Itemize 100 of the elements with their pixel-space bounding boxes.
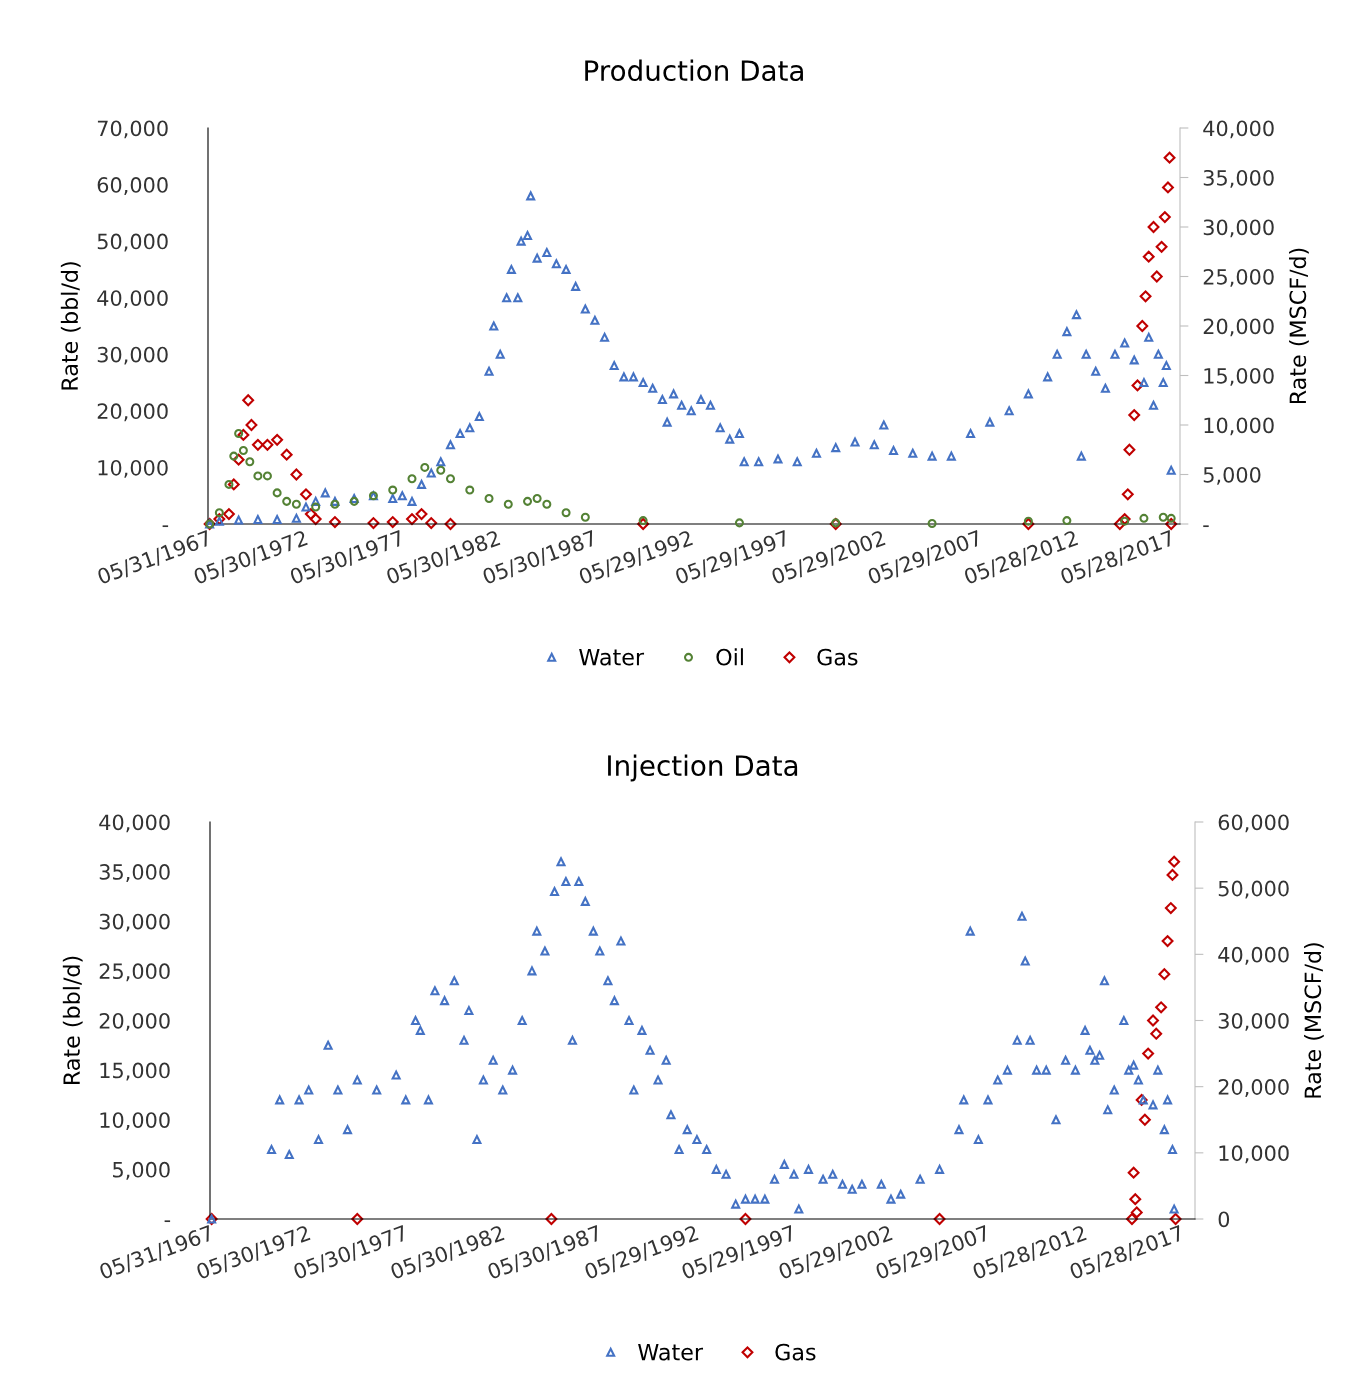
y2-tick-label: 60,000 <box>1218 814 1289 833</box>
point <box>1150 270 1163 283</box>
point <box>300 488 312 501</box>
point <box>330 499 340 509</box>
point <box>503 499 513 509</box>
point <box>1131 379 1144 392</box>
legend-label: Gas <box>775 1343 816 1361</box>
legend-label: Water <box>638 1343 704 1361</box>
point <box>407 474 417 484</box>
point <box>406 513 418 525</box>
point <box>1164 902 1177 914</box>
point <box>227 478 240 491</box>
y2-tick-label: 20,000 <box>1218 1079 1289 1097</box>
point <box>734 518 744 528</box>
y2-tick-label: 30,000 <box>1203 219 1274 238</box>
point <box>242 394 255 407</box>
point <box>1163 151 1176 164</box>
point <box>386 516 399 528</box>
point <box>1130 1206 1143 1219</box>
point <box>465 485 475 495</box>
point <box>1139 290 1152 303</box>
y2-tick-label: 0 <box>1218 1211 1230 1228</box>
point <box>1166 868 1179 881</box>
y2-tick-label: 15,000 <box>1204 367 1274 386</box>
point <box>238 445 248 455</box>
point <box>271 433 284 446</box>
point <box>523 496 533 506</box>
point <box>282 496 292 506</box>
point <box>245 457 255 467</box>
point <box>933 1213 946 1225</box>
chart-title: Injection Data <box>608 754 798 782</box>
point <box>328 516 341 528</box>
y2-tick-label: - <box>1203 525 1209 528</box>
y-tick-label: 30,000 <box>99 913 170 932</box>
y-tick-label: 70,000 <box>97 120 168 139</box>
point <box>232 453 245 466</box>
legend-label: Oil <box>716 648 743 666</box>
point <box>351 1213 364 1225</box>
y-tick-label: 10,000 <box>100 1112 170 1131</box>
y-tick-label: 35,000 <box>99 864 170 882</box>
point <box>1161 935 1174 948</box>
point <box>1147 221 1160 233</box>
point <box>1162 181 1174 194</box>
point <box>1139 513 1149 523</box>
point <box>1062 516 1072 526</box>
point <box>224 479 234 489</box>
point <box>304 508 317 521</box>
point <box>1165 518 1178 530</box>
point <box>1127 1166 1140 1179</box>
point <box>245 419 258 431</box>
point <box>532 494 542 504</box>
point <box>1158 211 1171 224</box>
point <box>1022 518 1035 530</box>
point <box>1121 488 1134 501</box>
point <box>1142 250 1155 263</box>
point <box>1123 443 1136 456</box>
y2-tick-label: 40,000 <box>1218 946 1289 965</box>
point <box>1155 1001 1168 1014</box>
point <box>425 517 438 529</box>
point <box>1138 1113 1151 1126</box>
y2-tick-label: 40,000 <box>1203 120 1274 139</box>
y2-tick-label: 50,000 <box>1218 880 1289 899</box>
point <box>234 428 244 438</box>
y2-tick-label: 20,000 <box>1203 318 1274 337</box>
point <box>1166 513 1176 523</box>
y-tick-label: 20,000 <box>99 1012 170 1031</box>
point <box>229 451 239 461</box>
point <box>1150 1027 1163 1040</box>
point <box>237 428 250 441</box>
y-tick-label: 40,000 <box>97 290 168 309</box>
point <box>739 1213 752 1225</box>
y2-axis-title: Rate (MSCF/d) <box>1289 248 1309 404</box>
y-tick-label: 50,000 <box>97 233 168 252</box>
y-tick-label: 20,000 <box>97 403 168 422</box>
point <box>638 516 648 526</box>
point <box>1168 855 1181 868</box>
point <box>311 502 321 512</box>
y2-tick-label: 10,000 <box>1219 1145 1289 1164</box>
point <box>1126 1213 1138 1225</box>
point <box>1128 409 1141 422</box>
y-tick-label: 40,000 <box>99 814 170 833</box>
point <box>1158 512 1168 522</box>
y-tick-label: - <box>164 1220 171 1223</box>
y2-tick-label: 10,000 <box>1204 417 1274 436</box>
y-tick-label: 25,000 <box>99 963 170 982</box>
point <box>349 496 359 506</box>
point <box>1023 516 1033 526</box>
point <box>261 438 274 451</box>
y-axis-title: Rate (bbl/d) <box>60 262 81 390</box>
point <box>291 499 301 509</box>
point <box>290 468 303 481</box>
y-tick-label: 30,000 <box>97 346 168 365</box>
y-axis-title: Rate (bbl/d) <box>62 956 83 1084</box>
point <box>545 1213 558 1225</box>
point <box>214 508 224 518</box>
point <box>1147 1014 1159 1027</box>
point <box>388 485 398 495</box>
point <box>1158 968 1171 981</box>
point <box>272 488 282 498</box>
point <box>262 471 272 481</box>
